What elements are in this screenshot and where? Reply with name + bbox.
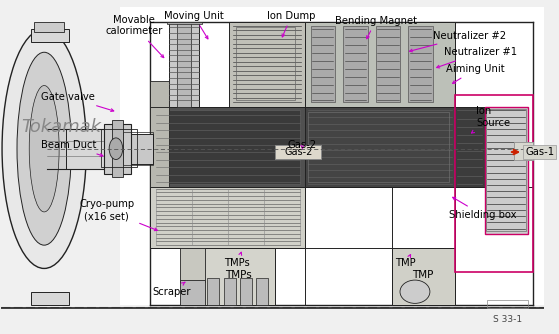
Ellipse shape [17,52,72,245]
Bar [256,279,268,305]
Bar [101,129,136,167]
Bar [31,29,69,42]
Text: Shielding box: Shielding box [449,197,517,220]
Bar [104,124,131,174]
Text: Tokamak: Tokamak [21,118,101,136]
Text: TMP: TMP [395,255,416,269]
Text: Cryo-pump
(x16 set): Cryo-pump (x16 set) [79,199,157,231]
Text: Gate valve: Gate valve [41,92,113,112]
Bar [275,145,321,159]
Text: Movable
calorimeter: Movable calorimeter [105,15,164,58]
Text: Gas-2: Gas-2 [285,147,313,157]
Text: Bending Magnet: Bending Magnet [335,16,417,39]
Text: Neutralizer #1: Neutralizer #1 [437,47,517,68]
Bar [454,96,533,272]
Bar [150,107,305,187]
Text: S 33-1: S 33-1 [492,315,522,324]
Bar [235,27,295,101]
Bar [177,22,191,107]
Bar [305,22,454,107]
Bar [392,248,454,305]
Bar [150,187,305,248]
Bar [224,279,235,305]
Text: TMP: TMP [413,270,434,280]
Bar [240,279,252,305]
Bar [486,110,527,231]
Bar [311,26,335,102]
Text: Gas-2: Gas-2 [288,140,317,150]
Bar [202,248,275,305]
Bar [180,248,205,282]
Text: Ion Dump: Ion Dump [267,11,316,37]
Bar [66,129,129,169]
Ellipse shape [109,138,123,160]
Ellipse shape [2,29,86,269]
Bar [454,107,485,187]
Bar [308,112,449,182]
Ellipse shape [400,280,430,303]
Text: Aiming Unit: Aiming Unit [447,64,505,84]
Text: TMPs: TMPs [224,252,250,269]
Text: Neutralizer #2: Neutralizer #2 [410,31,506,52]
Text: Gas-1: Gas-1 [512,147,555,157]
Text: Beam Duct: Beam Duct [41,140,103,156]
Bar [120,7,544,305]
Bar [169,22,199,107]
Text: TMPs: TMPs [225,270,252,280]
Bar [487,300,528,308]
Bar [229,22,305,107]
Text: Scraper: Scraper [153,282,191,297]
Text: Moving Unit: Moving Unit [164,11,224,39]
Bar [123,132,153,165]
Bar [35,22,64,32]
Bar [514,142,533,160]
Bar [485,107,528,233]
Bar [409,26,433,102]
Bar [155,111,300,184]
Bar [376,26,400,102]
Bar [180,280,205,305]
Bar [207,279,219,305]
Ellipse shape [29,86,59,212]
Bar [150,107,169,187]
Bar [112,121,123,177]
Bar [305,107,454,187]
Bar [123,134,153,164]
Bar [343,26,368,102]
Bar [150,80,169,107]
Bar [167,22,202,24]
Bar [31,292,69,305]
Text: Ion
Source: Ion Source [471,106,510,133]
